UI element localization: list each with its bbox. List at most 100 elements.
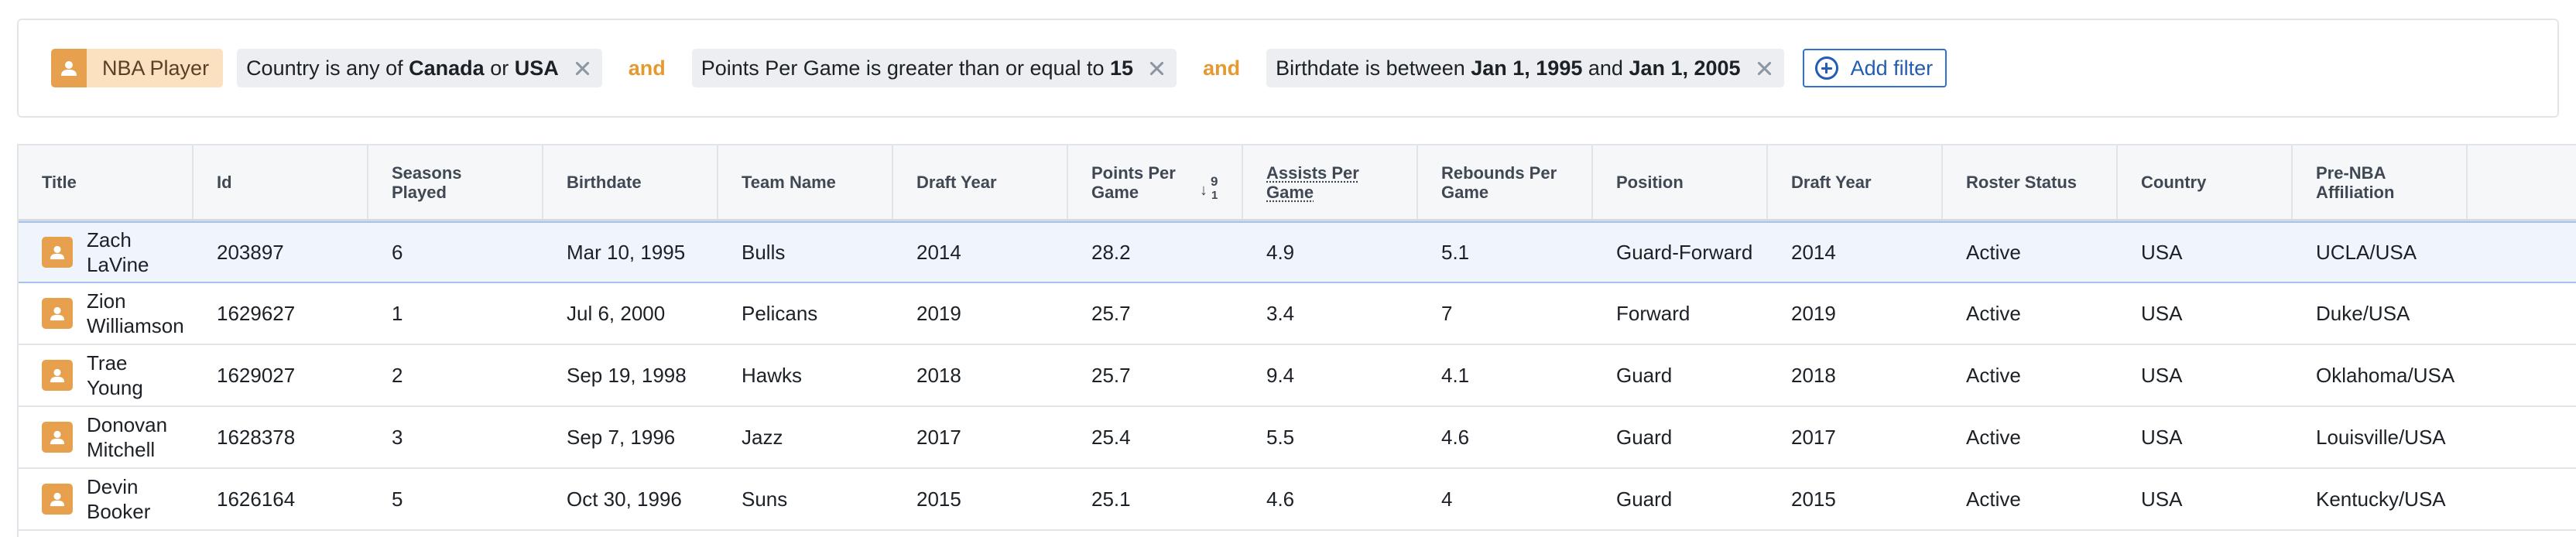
remove-filter-icon[interactable] bbox=[1756, 60, 1772, 76]
filter-text: Points Per Game is greater than or equal… bbox=[701, 56, 1111, 80]
draft2-value: 2015 bbox=[1791, 487, 1836, 511]
column-header-label: Team Name bbox=[742, 173, 836, 192]
cell-title[interactable]: Trae Young bbox=[19, 345, 194, 405]
cell-draft1: 2019 bbox=[893, 283, 1068, 344]
cell-country: USA bbox=[2118, 407, 2293, 467]
column-header-label: Country bbox=[2141, 173, 2207, 192]
cell-ppg: 25.7 bbox=[1068, 283, 1243, 344]
player-name: Donovan Mitchell bbox=[87, 413, 168, 461]
cell-seasons: 6 bbox=[368, 223, 543, 282]
cell-seasons: 5 bbox=[368, 469, 543, 529]
person-icon bbox=[51, 49, 87, 87]
rpg-value: 4.1 bbox=[1441, 363, 1470, 387]
apg-value: 4.6 bbox=[1266, 487, 1295, 511]
cell-roster: Active bbox=[1943, 223, 2118, 282]
ppg-value: 28.2 bbox=[1091, 240, 1131, 264]
cell-title[interactable]: Zach LaVine bbox=[19, 223, 194, 282]
sort-top-label: 9 bbox=[1211, 174, 1218, 189]
cell-rpg: 4.1 bbox=[1418, 345, 1593, 405]
filter-connector: and bbox=[1203, 56, 1241, 80]
rpg-value: 4.6 bbox=[1441, 425, 1470, 449]
column-header-roster[interactable]: Roster Status bbox=[1943, 145, 2118, 219]
column-header-label: Title bbox=[42, 173, 77, 192]
cell-team: Jazz bbox=[718, 407, 893, 467]
cell-team: Pelicans bbox=[718, 283, 893, 344]
id-value: 1626164 bbox=[217, 487, 296, 511]
position-value: Guard bbox=[1616, 363, 1673, 387]
remove-filter-icon[interactable] bbox=[574, 60, 590, 76]
column-header-rpg[interactable]: Rebounds Per Game bbox=[1418, 145, 1593, 219]
cell-title[interactable]: Donovan Mitchell bbox=[19, 407, 194, 467]
filter-text: or bbox=[484, 56, 515, 80]
filter-text: and bbox=[1582, 56, 1629, 80]
column-header-position[interactable]: Position bbox=[1593, 145, 1768, 219]
cell-prenba: Oklahoma/USA bbox=[2293, 345, 2468, 405]
ppg-value: 25.4 bbox=[1091, 425, 1131, 449]
cell-roster: Active bbox=[1943, 345, 2118, 405]
remove-filter-icon[interactable] bbox=[1149, 60, 1164, 76]
cell-position: Guard bbox=[1593, 345, 1768, 405]
cell-draft2: 2017 bbox=[1768, 407, 1943, 467]
column-header-seasons[interactable]: Seasons Played bbox=[368, 145, 543, 219]
cell-rpg: 5.1 bbox=[1418, 223, 1593, 282]
draft1-value: 2014 bbox=[916, 240, 961, 264]
roster-value: Active bbox=[1966, 487, 2021, 511]
column-header-id[interactable]: Id bbox=[194, 145, 368, 219]
cell-id: 203897 bbox=[194, 223, 368, 282]
cell-roster: Active bbox=[1943, 407, 2118, 467]
cell-country: USA bbox=[2118, 283, 2293, 344]
add-filter-button[interactable]: Add filter bbox=[1802, 49, 1947, 87]
filter-connector: and bbox=[628, 56, 666, 80]
column-header-draft1[interactable]: Draft Year bbox=[893, 145, 1068, 219]
team-value: Pelicans bbox=[742, 301, 818, 325]
cell-draft1: 2018 bbox=[893, 345, 1068, 405]
id-value: 1628378 bbox=[217, 425, 296, 449]
column-header-label: Draft Year bbox=[916, 173, 997, 192]
table-row[interactable]: Devin Booker 1626164 5 Oct 30, 1996 Suns 2015… bbox=[19, 469, 2576, 531]
cell-ppg: 25.7 bbox=[1068, 345, 1243, 405]
ppg-value: 25.7 bbox=[1091, 363, 1131, 387]
filter-chip[interactable]: Country is any of Canada or USA bbox=[237, 49, 602, 87]
filter-text: Birthdate is between bbox=[1276, 56, 1471, 80]
column-header-draft2[interactable]: Draft Year bbox=[1768, 145, 1943, 219]
column-header-title[interactable]: Title bbox=[19, 145, 194, 219]
country-value: USA bbox=[2141, 487, 2183, 511]
cell-prenba: Louisville/USA bbox=[2293, 407, 2468, 467]
cell-title[interactable]: Devin Booker bbox=[19, 469, 194, 529]
position-value: Guard bbox=[1616, 425, 1673, 449]
column-header-team[interactable]: Team Name bbox=[718, 145, 893, 219]
column-header-country[interactable]: Country bbox=[2118, 145, 2293, 219]
column-header-birthdate[interactable]: Birthdate bbox=[543, 145, 718, 219]
sort-descending-icon[interactable]: ↓ 9 1 bbox=[1200, 172, 1223, 202]
cell-draft2: 2018 bbox=[1768, 345, 1943, 405]
filter-value: Jan 1, 2005 bbox=[1629, 56, 1741, 80]
person-icon bbox=[42, 484, 73, 515]
cell-apg: 4.6 bbox=[1243, 469, 1418, 529]
table-row[interactable]: Zion Williamson 1629627 1 Jul 6, 2000 Pelica… bbox=[19, 283, 2576, 345]
column-header-ppg[interactable]: Points Per Game ↓ 9 1 bbox=[1068, 145, 1243, 219]
cell-draft2: 2014 bbox=[1768, 223, 1943, 282]
filter-chip[interactable]: Birthdate is between Jan 1, 1995 and Jan… bbox=[1266, 49, 1784, 87]
table-row[interactable]: Donovan Mitchell 1628378 3 Sep 7, 1996 Jazz 2… bbox=[19, 407, 2576, 469]
person-icon bbox=[42, 298, 73, 329]
cell-seasons: 1 bbox=[368, 283, 543, 344]
column-header-apg[interactable]: Assists Per Game bbox=[1243, 145, 1418, 219]
table-row[interactable]: Zach LaVine 203897 6 Mar 10, 1995 Bulls 2014 2… bbox=[19, 221, 2576, 283]
cell-title[interactable]: Zion Williamson bbox=[19, 283, 194, 344]
cell-roster: Active bbox=[1943, 283, 2118, 344]
cell-position: Guard bbox=[1593, 407, 1768, 467]
column-header-label: Points Per Game bbox=[1091, 162, 1176, 202]
seasons-value: 1 bbox=[392, 301, 403, 325]
draft1-value: 2019 bbox=[916, 301, 961, 325]
column-header-prenba[interactable]: Pre-NBA Affiliation bbox=[2293, 145, 2468, 219]
draft1-value: 2018 bbox=[916, 363, 961, 387]
filter-bar: NBA Player Country is any of Canada or U… bbox=[17, 19, 2559, 118]
table-row[interactable]: Trae Young 1629027 2 Sep 19, 1998 Hawks 2018 2… bbox=[19, 345, 2576, 407]
apg-value: 5.5 bbox=[1266, 425, 1295, 449]
person-icon bbox=[42, 422, 73, 453]
filter-chip[interactable]: Points Per Game is greater than or equal… bbox=[691, 49, 1177, 87]
position-value: Guard-Forward bbox=[1616, 240, 1753, 264]
object-type-chip[interactable]: NBA Player bbox=[51, 49, 224, 87]
prenba-value: Oklahoma/USA bbox=[2316, 363, 2455, 387]
country-value: USA bbox=[2141, 240, 2183, 264]
